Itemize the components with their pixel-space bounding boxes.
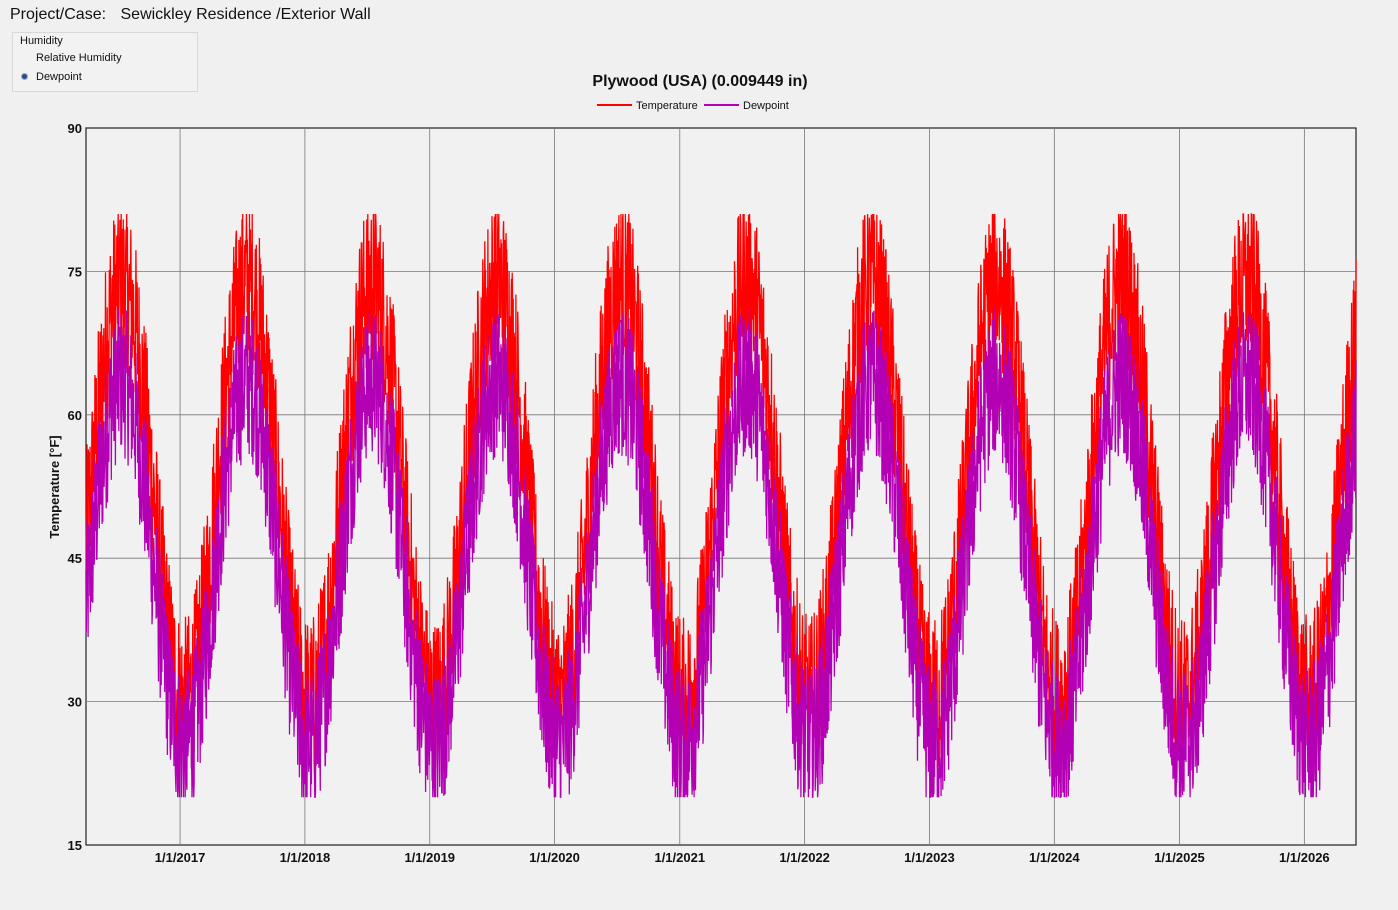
project-case-value: Sewickley Residence /Exterior Wall [120,6,371,23]
relative-humidity-radio[interactable]: Relative Humidity [21,52,122,64]
x-tick-label: 1/1/2017 [155,850,206,865]
dewpoint-radio[interactable]: Dewpoint [21,71,82,83]
x-tick-label: 1/1/2023 [904,850,955,865]
legend-dewpoint-label: Dewpoint [743,100,789,112]
y-axis-ticks: 90 75 60 45 30 15 [68,121,82,853]
humidity-options-panel: Humidity Relative Humidity Dewpoint [12,32,198,92]
y-axis-label: Temperature [°F] [47,435,62,538]
x-tick-label: 1/1/2021 [654,850,705,865]
project-case-label: Project/Case: [10,6,107,23]
humidity-group-label: Humidity [20,35,63,47]
dewpoint-option-label: Dewpoint [36,71,82,83]
x-tick-label: 1/1/2025 [1154,850,1205,865]
x-tick-label: 1/1/2026 [1279,850,1330,865]
y-tick-label: 45 [68,551,82,566]
x-axis-ticks: 1/1/2017 1/1/2018 1/1/2019 1/1/2020 1/1/2021… [155,850,1330,865]
series-line-dewpoint [85,307,1357,798]
radio-checked-icon [21,72,28,80]
chart-legend: Temperature Dewpoint [597,100,789,112]
y-tick-label: 75 [68,264,82,279]
y-tick-label: 30 [68,695,82,710]
relative-humidity-label: Relative Humidity [36,52,122,64]
legend-temperature-label: Temperature [636,100,698,112]
x-tick-label: 1/1/2022 [779,850,830,865]
x-tick-label: 1/1/2024 [1029,850,1080,865]
chart-title: Plywood (USA) (0.009449 in) [592,73,807,90]
y-tick-label: 90 [68,121,82,136]
x-tick-label: 1/1/2019 [404,850,455,865]
x-tick-label: 1/1/2020 [529,850,580,865]
project-case-header: Project/Case: Sewickley Residence /Exter… [10,6,381,24]
y-tick-label: 60 [68,408,82,423]
y-tick-label: 15 [68,838,82,853]
series-lines [85,213,1357,798]
x-tick-label: 1/1/2018 [280,850,331,865]
